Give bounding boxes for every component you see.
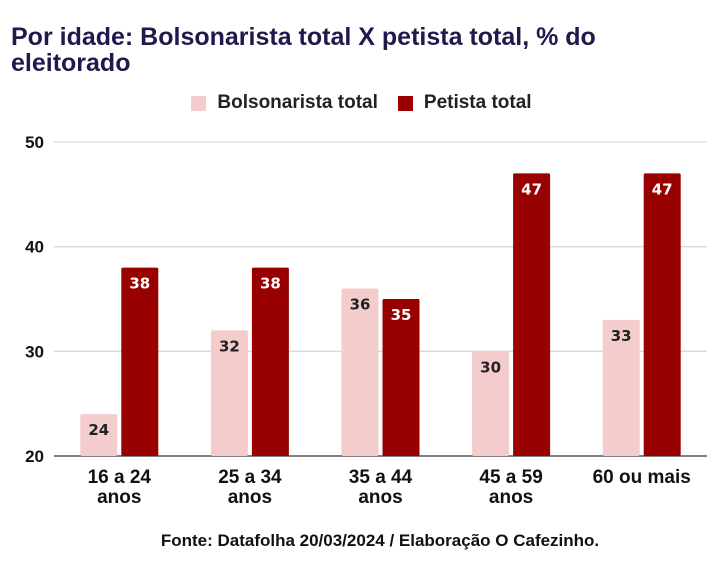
data-label-bolsonarista: 32	[219, 337, 240, 355]
x-tick-label: 16 a 24	[88, 467, 152, 488]
x-tick-label: 45 a 59	[479, 467, 542, 488]
bar-petista	[121, 267, 159, 456]
bar-bolsonarista	[602, 319, 640, 456]
data-label-petista: 35	[391, 306, 412, 324]
chart-legend: Bolsonarista total Petista total	[0, 92, 723, 114]
x-tick-label: anos	[489, 487, 533, 508]
legend-label-petista: Petista total	[423, 92, 532, 113]
legend-swatch-bolsonarista	[191, 95, 207, 111]
bar-petista	[251, 267, 289, 456]
data-label-petista: 47	[521, 180, 542, 198]
data-label-bolsonarista: 30	[480, 358, 501, 376]
legend-item-bolsonarista: Bolsonarista total	[191, 92, 378, 114]
chart-title: Por idade: Bolsonarista total X petista …	[11, 23, 596, 77]
y-tick-label: 30	[25, 342, 44, 361]
bar-bolsonarista	[210, 330, 248, 456]
data-label-bolsonarista: 33	[611, 327, 632, 345]
bar-petista	[382, 299, 420, 456]
x-tick-label: 35 a 44	[349, 467, 413, 488]
bar-petista	[513, 173, 551, 456]
data-label-petista: 38	[260, 275, 281, 293]
data-label-bolsonarista: 24	[88, 421, 109, 439]
x-tick-label: anos	[228, 487, 272, 508]
x-tick-label: anos	[358, 487, 402, 508]
legend-swatch-petista	[397, 95, 413, 111]
y-tick-label: 50	[25, 133, 44, 152]
x-tick-label: 60 ou mais	[593, 467, 691, 488]
bar-petista	[643, 173, 681, 456]
x-tick-label: 25 a 34	[218, 467, 282, 488]
legend-label-bolsonarista: Bolsonarista total	[217, 92, 378, 113]
data-label-bolsonarista: 36	[350, 296, 371, 314]
legend-item-petista: Petista total	[397, 92, 532, 114]
chart-source: Fonte: Datafolha 20/03/2024 / Elaboração…	[160, 531, 600, 550]
bar-bolsonarista	[472, 351, 510, 456]
y-tick-label: 20	[25, 447, 44, 466]
y-tick-label: 40	[25, 238, 44, 257]
data-label-petista: 47	[652, 180, 673, 198]
bar-bolsonarista	[80, 414, 118, 456]
x-tick-label: anos	[97, 487, 141, 508]
bar-bolsonarista	[341, 288, 379, 456]
data-label-petista: 38	[129, 275, 150, 293]
